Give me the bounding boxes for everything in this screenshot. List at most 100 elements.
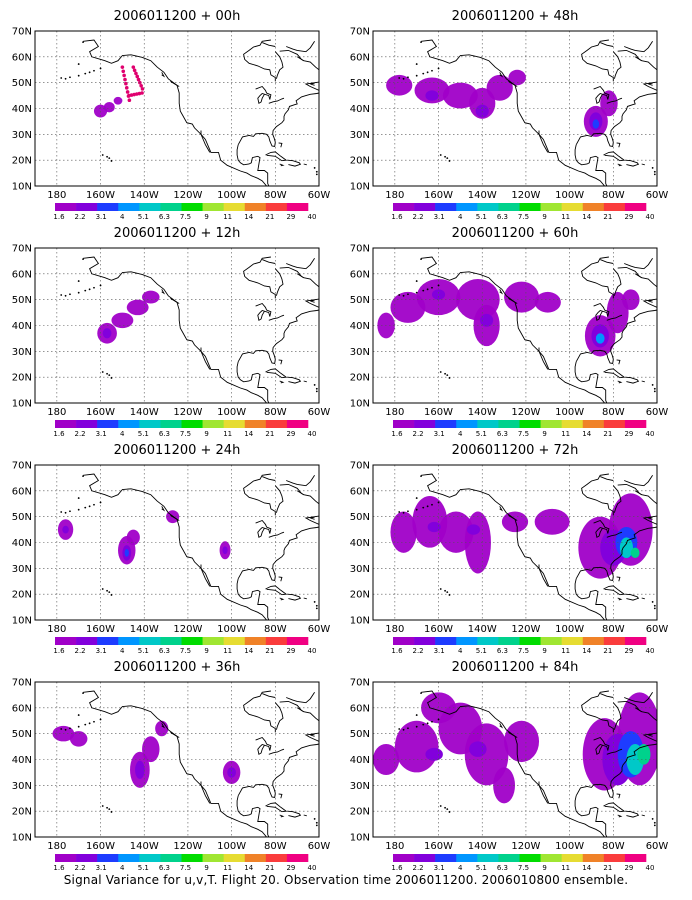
y-tick-label: 30N xyxy=(12,347,32,358)
coastline xyxy=(286,475,315,487)
variance-region xyxy=(142,290,160,304)
x-tick-label: 80W xyxy=(264,841,287,852)
coastline xyxy=(612,485,622,513)
colorbar-swatch xyxy=(118,203,140,211)
island xyxy=(653,170,656,173)
island xyxy=(110,594,113,596)
colorbar-label: 11 xyxy=(223,430,232,438)
y-tick-label: 40N xyxy=(12,321,32,332)
y-tick-label: 10N xyxy=(12,182,32,193)
island xyxy=(407,510,409,513)
colorbar-label: 5.1 xyxy=(138,213,149,221)
coastline xyxy=(616,359,621,365)
island xyxy=(108,591,111,593)
y-tick-label: 20N xyxy=(350,590,370,601)
colorbar-swatch xyxy=(55,854,77,862)
coastline xyxy=(279,380,285,384)
island xyxy=(415,725,418,728)
island xyxy=(110,377,113,379)
panel-frame xyxy=(34,681,320,838)
y-tick-label: 50N xyxy=(12,512,32,523)
island xyxy=(82,475,84,478)
coastline xyxy=(421,690,605,837)
panel-plot-area xyxy=(35,682,319,837)
colorbar-swatch xyxy=(286,420,309,428)
coastline xyxy=(616,793,621,799)
coastline xyxy=(641,163,645,166)
island xyxy=(64,77,67,80)
observation-point xyxy=(124,81,128,86)
coastline xyxy=(648,82,653,86)
island xyxy=(64,511,67,514)
colorbar-swatch xyxy=(603,420,626,428)
island xyxy=(77,280,80,282)
colorbar-label: 9 xyxy=(542,647,546,655)
island xyxy=(420,692,422,695)
panel-3: 2006011200 + 36h 180 160W 140W 120W 100W 80W 60… xyxy=(12,660,331,872)
island xyxy=(82,41,84,44)
observation-point xyxy=(140,87,145,91)
coastline xyxy=(666,513,673,525)
island xyxy=(653,824,656,827)
x-tick-label: 100W xyxy=(555,407,584,418)
y-tick-label: 70N xyxy=(350,461,370,472)
coastline xyxy=(634,707,657,734)
panel-plot-area xyxy=(373,465,673,620)
colorbar-label: 1.6 xyxy=(53,430,65,438)
colorbar-label: 2.2 xyxy=(75,430,86,438)
colorbar-swatch xyxy=(286,637,309,645)
island xyxy=(82,258,84,261)
coastline xyxy=(574,144,608,186)
colorbar-label: 3.1 xyxy=(434,647,445,655)
island xyxy=(426,71,429,74)
island xyxy=(439,588,442,590)
island xyxy=(420,258,422,261)
colorbar-swatch xyxy=(97,420,119,428)
island xyxy=(402,511,405,514)
colorbar-label: 9 xyxy=(542,430,546,438)
colorbar-swatch xyxy=(181,203,203,211)
variance-region xyxy=(438,511,474,553)
island xyxy=(426,288,429,291)
colorbar-label: 9 xyxy=(204,647,208,655)
colorbar-swatch xyxy=(265,420,288,428)
y-tick-label: 70N xyxy=(350,27,370,38)
coastline xyxy=(616,576,621,582)
coastline xyxy=(303,163,307,166)
coastline xyxy=(624,692,653,704)
y-tick-label: 60N xyxy=(12,52,32,63)
x-tick-label: 120W xyxy=(173,190,202,201)
colorbar-swatch xyxy=(435,637,457,645)
variance-region xyxy=(425,90,439,101)
coastline xyxy=(279,49,304,62)
observation-point xyxy=(134,71,138,76)
observation-point xyxy=(131,65,136,69)
x-tick-label: 180 xyxy=(385,624,404,635)
coastline xyxy=(200,564,211,587)
variance-region xyxy=(442,82,478,109)
variance-region xyxy=(469,741,487,757)
panel-title: 2006011200 + 60h xyxy=(452,226,579,241)
coastline xyxy=(287,593,302,601)
colorbar-label: 2.2 xyxy=(75,647,86,655)
island xyxy=(108,374,111,376)
variance-region xyxy=(69,731,88,747)
colorbar-swatch xyxy=(435,854,457,862)
variance-region xyxy=(464,723,509,786)
coastline xyxy=(538,130,549,153)
x-tick-label: 80W xyxy=(602,407,625,418)
colorbar-label: 7.5 xyxy=(180,213,191,221)
coastline xyxy=(278,142,283,148)
coastline xyxy=(648,299,653,303)
coastline xyxy=(624,41,653,53)
x-tick-label: 140W xyxy=(130,841,159,852)
coastline xyxy=(600,42,614,47)
island xyxy=(420,41,422,44)
coastline xyxy=(265,802,288,813)
colorbar-label: 3.1 xyxy=(96,864,107,872)
island xyxy=(315,390,318,393)
coastline xyxy=(286,692,315,704)
colorbar-swatch xyxy=(477,854,499,862)
island xyxy=(446,157,449,160)
island xyxy=(444,806,446,809)
